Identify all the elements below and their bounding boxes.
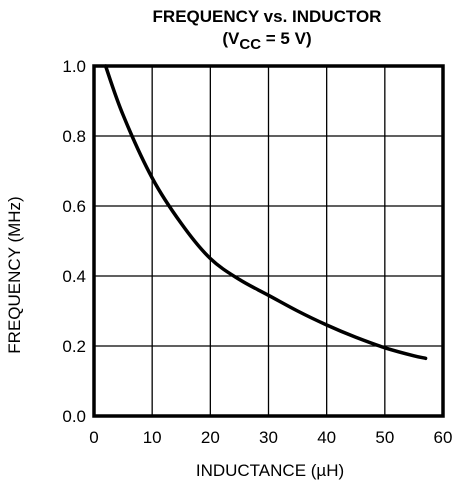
chart-title-line2: (VCC = 5 V) — [222, 29, 311, 53]
y-tick-label: 1.0 — [62, 57, 86, 76]
y-tick-label: 0.6 — [62, 197, 86, 216]
x-tick-label: 0 — [89, 428, 98, 447]
x-tick-label: 50 — [375, 428, 394, 447]
x-tick-label: 20 — [201, 428, 220, 447]
y-tick-label: 0.2 — [62, 337, 86, 356]
x-axis-label: INDUCTANCE (µH) — [196, 461, 344, 480]
title-line2-suffix: = 5 V) — [261, 29, 312, 48]
x-tick-label: 30 — [259, 428, 278, 447]
y-tick-label: 0.0 — [62, 407, 86, 426]
title-line2-prefix: (V — [222, 29, 240, 48]
series-line — [103, 64, 428, 361]
x-tick-label: 40 — [317, 428, 336, 447]
y-tick-labels: 0.0 0.2 0.4 0.6 0.8 1.0 — [62, 57, 86, 426]
y-axis-label: FREQUENCY (MHz) — [5, 196, 24, 353]
plot-frame — [92, 64, 445, 418]
x-tick-labels: 0 10 20 30 40 50 60 — [89, 428, 452, 447]
x-tick-label: 60 — [434, 428, 453, 447]
chart-title-line1: FREQUENCY vs. INDUCTOR — [153, 7, 382, 26]
x-tick-label: 10 — [143, 428, 162, 447]
y-tick-label: 0.8 — [62, 127, 86, 146]
gridlines — [94, 66, 443, 416]
y-tick-label: 0.4 — [62, 267, 86, 286]
title-line2-subscript: CC — [239, 36, 261, 53]
